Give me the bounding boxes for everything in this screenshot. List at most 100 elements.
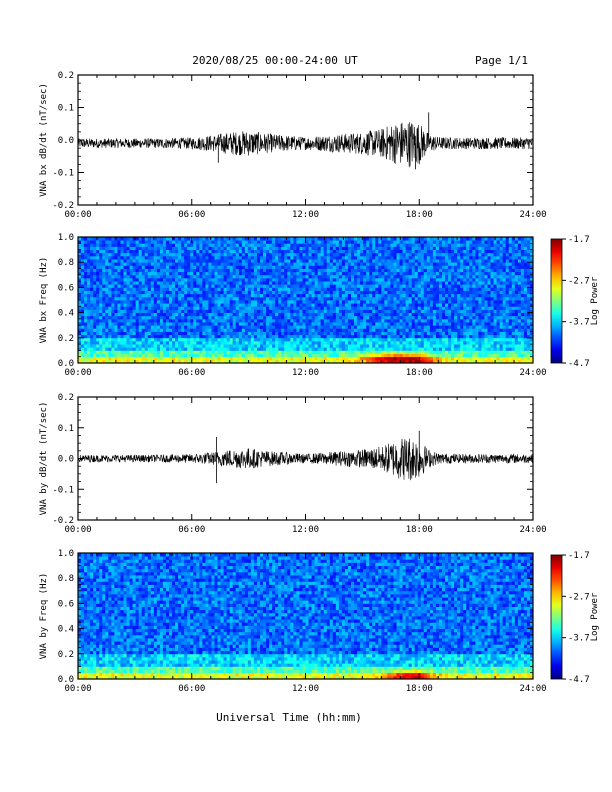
spectrogram-cell bbox=[375, 243, 379, 247]
spectrogram-cell bbox=[111, 325, 115, 329]
spectrogram-cell bbox=[293, 350, 297, 354]
spectrogram-cell bbox=[275, 284, 279, 288]
spectrogram-cell bbox=[314, 353, 319, 358]
spectrogram-cell bbox=[135, 284, 140, 288]
spectrogram-cell bbox=[366, 344, 370, 348]
spectrogram-cell bbox=[156, 350, 161, 354]
spectrogram-cell bbox=[178, 303, 182, 307]
spectrogram-cell bbox=[381, 347, 385, 351]
spectrogram-cell bbox=[284, 284, 288, 288]
spectrogram-cell bbox=[117, 328, 121, 332]
spectrogram-cell bbox=[172, 322, 176, 326]
spectrogram-cell bbox=[448, 328, 452, 332]
spectrogram-cell bbox=[335, 309, 340, 313]
spectrogram-cell bbox=[260, 268, 264, 273]
spectrogram-cell bbox=[314, 347, 319, 351]
spectrogram-cell bbox=[326, 281, 331, 285]
spectrogram-cell bbox=[399, 356, 403, 361]
spectrogram-cell bbox=[181, 240, 185, 244]
spectrogram-cell bbox=[323, 281, 328, 285]
spectrogram-cell bbox=[78, 246, 82, 250]
spectrogram-cell bbox=[332, 262, 337, 266]
spectrogram-cell bbox=[287, 306, 291, 310]
spectrogram-cell bbox=[341, 287, 346, 291]
spectrogram-cell bbox=[196, 268, 200, 273]
spectrogram-cell bbox=[429, 322, 434, 326]
spectrogram-cell bbox=[87, 296, 91, 301]
spectrogram-cell bbox=[378, 293, 382, 298]
spectrogram-cell bbox=[99, 309, 103, 313]
spectrogram-cell bbox=[360, 334, 364, 339]
spectrogram-cell bbox=[414, 315, 419, 320]
spectrogram-cell bbox=[238, 240, 243, 244]
spectrogram-cell bbox=[426, 259, 431, 263]
spectrogram-cell bbox=[442, 318, 446, 323]
spectrogram-cell bbox=[396, 331, 400, 336]
spectrogram-cell bbox=[302, 347, 306, 351]
spectrogram-cell bbox=[299, 274, 303, 279]
spectrogram-cell bbox=[175, 312, 179, 317]
spectrogram-cell bbox=[366, 296, 370, 301]
spectrogram-cell bbox=[96, 322, 100, 326]
spectrogram-cell bbox=[351, 328, 355, 332]
spectrogram-cell bbox=[287, 281, 291, 285]
spectrogram-cell bbox=[302, 246, 306, 250]
spectrogram-cell bbox=[429, 252, 434, 257]
spectrogram-cell bbox=[205, 296, 209, 301]
spectrogram-cell bbox=[405, 325, 410, 329]
spectrogram-cell bbox=[87, 243, 91, 247]
spectrogram-cell bbox=[438, 331, 443, 336]
spectrogram-cell bbox=[120, 246, 124, 250]
spectrogram-cell bbox=[84, 315, 88, 320]
spectrogram-cell bbox=[187, 309, 191, 313]
spectrogram-cell bbox=[256, 271, 261, 276]
spectrogram-cell bbox=[260, 328, 264, 332]
spectrogram-cell bbox=[238, 274, 243, 279]
spectrogram-cell bbox=[159, 356, 164, 361]
spectrogram-cell bbox=[393, 259, 397, 263]
spectrogram-cell bbox=[178, 243, 182, 247]
spectrogram-cell bbox=[114, 334, 118, 339]
spectrogram-cell bbox=[402, 347, 406, 351]
spectrogram-cell bbox=[126, 265, 130, 269]
spectrogram-cell bbox=[199, 243, 203, 247]
spectrogram-cell bbox=[414, 347, 419, 351]
spectrogram-cell bbox=[232, 265, 237, 269]
spectrogram-cell bbox=[269, 331, 273, 336]
spectrogram-cell bbox=[93, 340, 97, 345]
spectrogram-cell bbox=[93, 347, 97, 351]
spectrogram-cell bbox=[123, 350, 127, 354]
spectrogram-cell bbox=[150, 331, 155, 336]
spectrogram-cell bbox=[442, 309, 446, 313]
spectrogram-cell bbox=[187, 300, 191, 304]
spectrogram-cell bbox=[332, 237, 337, 241]
spectrogram-cell bbox=[347, 243, 352, 247]
spectrogram-cell bbox=[96, 277, 100, 282]
spectrogram-cell bbox=[253, 331, 258, 336]
spectrogram-cell bbox=[156, 268, 161, 273]
y-tick-label: 0.0 bbox=[58, 136, 74, 146]
spectrogram-cell bbox=[399, 334, 403, 339]
spectrogram-cell bbox=[347, 303, 352, 307]
spectrogram-cell bbox=[381, 306, 385, 310]
spectrogram-cell bbox=[381, 287, 385, 291]
spectrogram-cell bbox=[96, 252, 100, 257]
spectrogram-cell bbox=[445, 246, 449, 250]
spectrogram-cell bbox=[266, 334, 270, 339]
spectrogram-cell bbox=[114, 312, 118, 317]
spectrogram-cell bbox=[360, 337, 364, 342]
spectrogram-cell bbox=[311, 237, 315, 241]
spectrogram-cell bbox=[111, 262, 115, 266]
spectrogram-cell bbox=[423, 300, 428, 304]
spectrogram-cell bbox=[244, 303, 249, 307]
spectrogram-cell bbox=[281, 356, 285, 361]
spectrogram-cell bbox=[335, 237, 340, 241]
spectrogram-cell bbox=[105, 325, 109, 329]
spectrogram-cell bbox=[314, 293, 319, 298]
spectrogram-cell bbox=[393, 312, 397, 317]
spectrogram-cell bbox=[393, 328, 397, 332]
spectrogram-cell bbox=[366, 340, 370, 345]
spectrogram-cell bbox=[96, 315, 100, 320]
spectrogram-cell bbox=[187, 322, 191, 326]
spectrogram-cell bbox=[326, 259, 331, 263]
